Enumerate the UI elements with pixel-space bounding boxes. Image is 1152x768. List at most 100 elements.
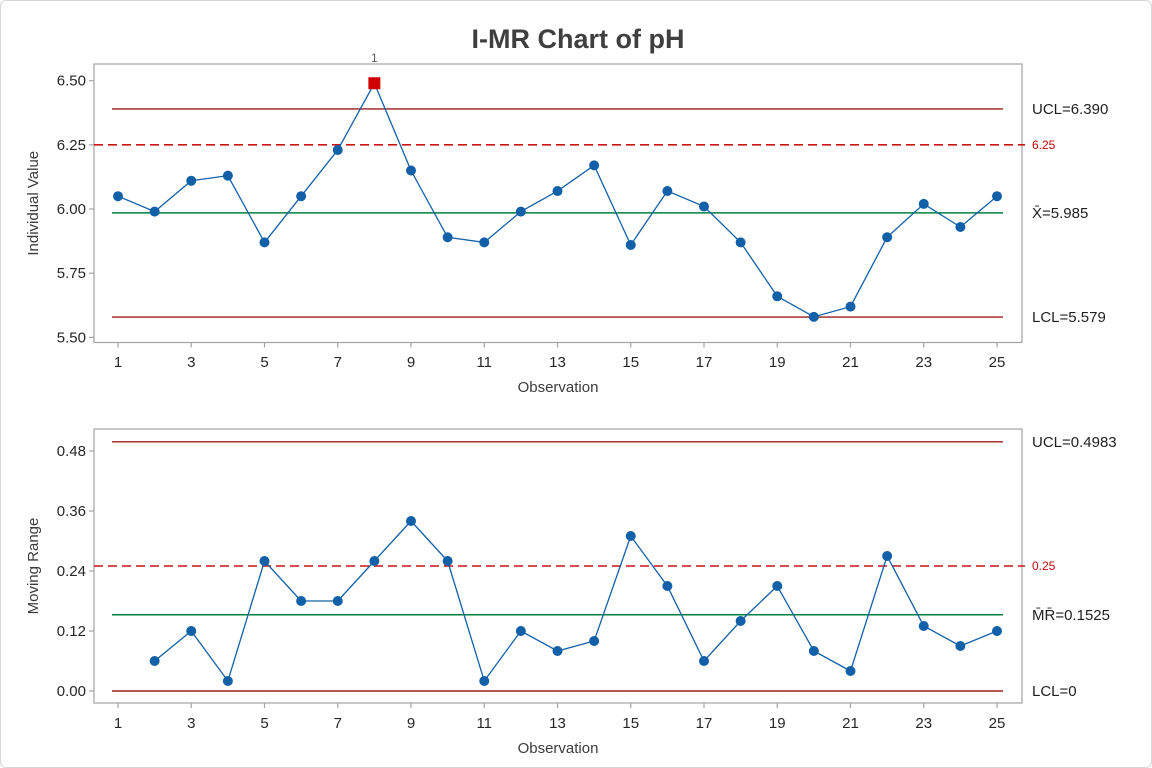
x-tick-label: 19 [769,354,786,371]
data-point [882,551,893,561]
data-point [992,626,1002,636]
data-point [845,301,856,312]
data-point [955,221,966,232]
series-line [154,520,998,683]
data-point [149,206,160,217]
data-point [662,581,673,591]
data-point [186,175,197,186]
data-point [479,676,490,686]
x-tick-label: 19 [769,715,786,732]
x-tick-label: 17 [696,715,713,732]
data-point [589,160,600,171]
y-tick-label: 0.36 [57,503,86,520]
data-point [296,596,307,606]
data-point [442,232,453,243]
x-axis-title: Observation [518,740,599,757]
y-tick-label: 6.25 [57,137,86,154]
data-point [808,646,819,656]
x-tick-label: 15 [622,354,639,371]
x-tick-label: 21 [842,715,859,732]
y-tick-label: 5.50 [57,329,86,346]
data-point [735,237,746,248]
y-tick-label: 0.12 [57,623,86,640]
mr-chart: 1 3 5 7 9 11 13 15 17 19 21 23 250.480.360.240.120.0… [25,428,1117,757]
y-tick-label: 6.00 [57,201,86,218]
data-point [332,596,343,606]
x-tick-label: 13 [549,715,566,732]
data-point [222,170,233,181]
data-point [296,191,307,202]
x-tick-label: 23 [915,354,932,371]
data-point [259,556,270,566]
y-axis-title: Individual Value [25,151,42,256]
x-tick-label: 5 [260,354,268,371]
data-point [772,581,783,591]
data-point [699,656,709,666]
data-point [808,311,819,322]
x-tick-label: 7 [334,354,342,371]
data-point [186,626,197,636]
data-point [515,626,526,636]
data-point [406,516,416,526]
data-point [552,186,563,197]
x-tick-label: 15 [622,715,639,732]
plot-border [93,63,1023,344]
x-tick-label: 1 [114,354,122,371]
x-tick-label: 25 [989,715,1006,732]
data-point [735,616,746,626]
data-point [442,556,453,566]
data-point [955,641,966,651]
x-tick-label: 23 [915,715,932,732]
data-point [113,191,123,202]
lcl-label: LCL=5.579 [1032,309,1106,326]
data-point [772,291,783,302]
data-point [479,237,490,248]
x-tick-label: 21 [842,354,859,371]
x-tick-label: 1 [114,715,122,732]
data-point [625,239,636,250]
data-point [845,666,856,676]
data-point [552,646,563,656]
center-label: X̄=5.985 [1032,205,1088,222]
x-tick-label: 11 [476,354,492,371]
data-point [259,237,270,248]
data-point [406,165,416,176]
center-label: M̄R̄=0.1525 [1032,607,1110,624]
data-point [149,656,160,666]
x-tick-label: 13 [549,354,566,371]
y-tick-label: 0.24 [57,563,86,580]
data-point [918,621,929,631]
y-tick-label: 6.50 [57,73,86,90]
x-tick-label: 11 [476,715,492,732]
ucl-label: UCL=6.390 [1032,101,1108,118]
x-axis-title: Observation [518,379,599,396]
y-tick-label: 0.48 [57,443,86,460]
data-point [332,144,343,155]
y-axis-title: Moving Range [25,518,42,615]
lcl-label: LCL=0 [1032,683,1077,700]
data-point [625,531,636,541]
data-point [222,676,233,686]
flag-label: 1 [371,51,378,65]
data-point [882,232,893,243]
i-chart: 1 3 5 7 9 11 13 15 17 19 21 23 256.506.256.005.755.5… [25,51,1108,396]
data-point [515,206,526,217]
flagged-point [368,77,381,90]
y-tick-label: 0.00 [57,683,86,700]
data-point [369,556,380,566]
data-point [589,636,600,646]
x-tick-label: 7 [334,715,342,732]
data-point [662,186,673,197]
reference-label: 0.25 [1032,559,1056,573]
x-tick-label: 17 [696,354,713,371]
data-point [699,201,709,212]
y-tick-label: 5.75 [57,265,86,282]
reference-label: 6.25 [1032,138,1056,152]
x-tick-label: 3 [187,354,195,371]
data-point [992,191,1002,202]
x-tick-label: 25 [989,354,1006,371]
x-tick-label: 5 [260,715,268,732]
chart-title: I-MR Chart of pH [472,24,685,54]
